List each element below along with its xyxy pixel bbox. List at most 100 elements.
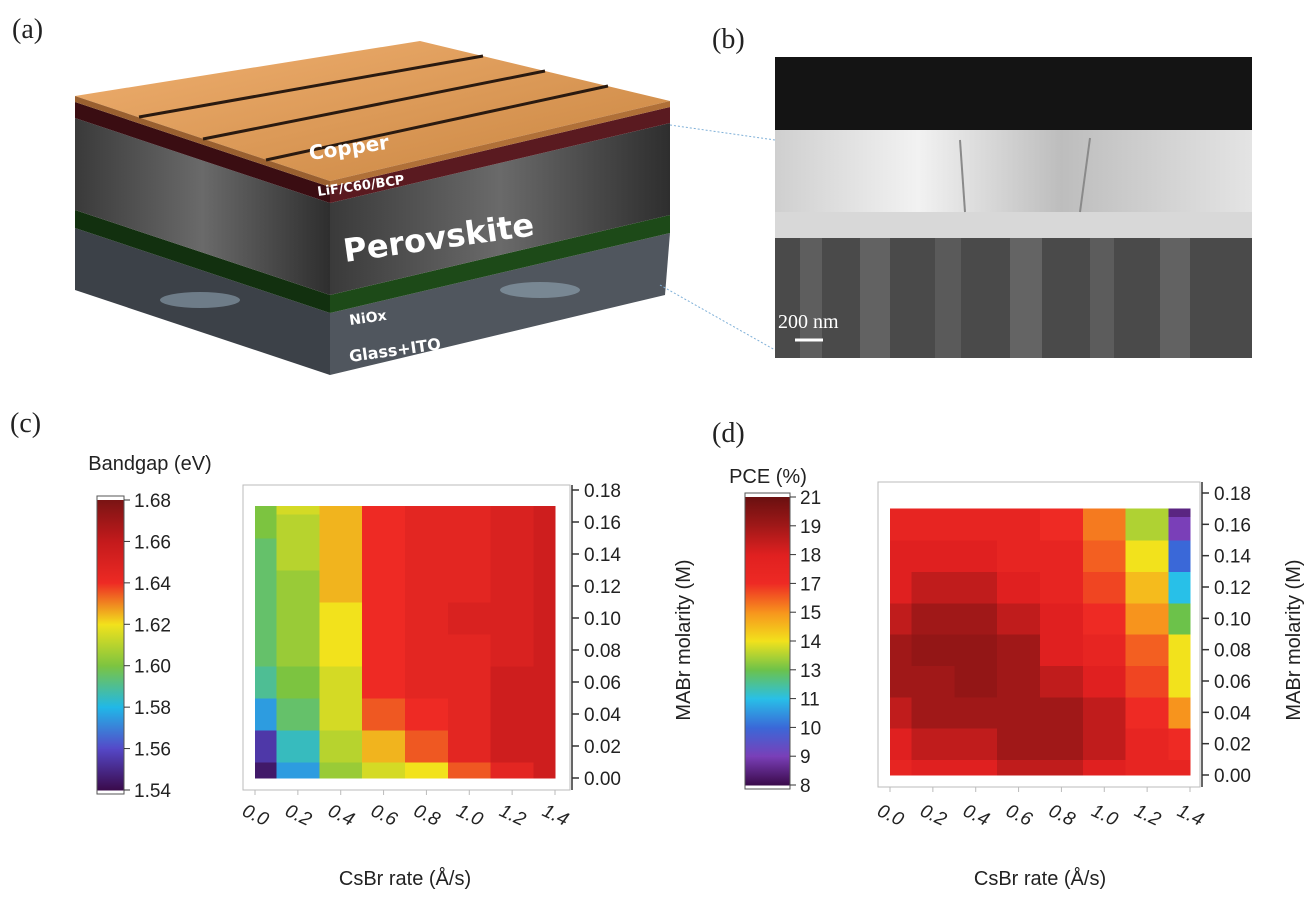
heatmap-cell xyxy=(911,696,955,729)
heatmap-cell xyxy=(255,506,278,515)
y-tick-label: 0.04 xyxy=(1214,703,1251,724)
heatmap-cell xyxy=(1040,696,1084,729)
heatmap-cell xyxy=(533,666,556,699)
heatmap-cell xyxy=(490,730,535,763)
heatmap-cell xyxy=(276,730,320,763)
heatmap-cell xyxy=(405,538,449,571)
y-tick-label: 0.10 xyxy=(1214,609,1251,630)
heatmap-cell xyxy=(362,506,406,515)
heatmap-cell xyxy=(276,762,320,779)
heatmap-cell xyxy=(276,666,320,699)
y-tick-label: 0.18 xyxy=(1214,484,1251,505)
heatmap-cell xyxy=(954,516,998,541)
x-tick-label: 1.0 xyxy=(453,800,486,830)
colorbar-tick-label: 1.54 xyxy=(134,781,171,802)
colorbar-segment xyxy=(745,727,790,757)
x-tick-label: 0.0 xyxy=(874,800,907,830)
colorbar-segment xyxy=(745,669,790,700)
y-tick-label: 0.02 xyxy=(1214,735,1251,756)
heatmap-cell xyxy=(1125,602,1170,635)
y-tick-label: 0.16 xyxy=(584,513,621,534)
heatmap-cell xyxy=(319,602,363,635)
heatmap-cell xyxy=(276,506,320,515)
heatmap-cell xyxy=(276,602,320,635)
heatmap-cell xyxy=(490,602,535,635)
heatmap-cell xyxy=(405,762,449,779)
heatmap-cell xyxy=(276,514,320,539)
heatmap-cell xyxy=(1040,508,1084,518)
y-tick-label: 0.02 xyxy=(584,737,621,758)
heatmap-cell xyxy=(1125,728,1170,760)
heatmap-cell xyxy=(1168,728,1191,760)
heatmap-cell xyxy=(447,538,492,571)
heatmap-cell xyxy=(997,516,1041,541)
colorbar-tick-label: 18 xyxy=(800,546,821,567)
heatmap-cell xyxy=(911,602,955,635)
heatmap-cell xyxy=(490,506,535,515)
heatmap-cell xyxy=(362,514,406,539)
x-tick-label: 1.4 xyxy=(1174,800,1207,830)
colorbar-segment xyxy=(745,612,790,642)
heatmap-cell xyxy=(1125,516,1170,541)
colorbar-segment xyxy=(97,665,124,708)
heatmap-cell xyxy=(319,762,363,779)
y-axis-title: MABr molarity (M) xyxy=(1283,559,1305,720)
colorbar-tick-label: 21 xyxy=(800,488,821,509)
y-tick-label: 0.08 xyxy=(1214,641,1251,662)
heatmap-cell xyxy=(319,570,363,603)
heatmap-cell xyxy=(362,570,406,603)
layer-label: NiOx xyxy=(348,308,387,329)
heatmap-cell xyxy=(447,506,492,515)
colorbar-tick-label: 15 xyxy=(800,603,821,624)
y-tick-label: 0.16 xyxy=(1214,515,1251,536)
heatmap-cell xyxy=(911,634,955,666)
heatmap-cell xyxy=(890,728,913,760)
colorbar-tick-label: 11 xyxy=(800,690,820,711)
heatmap-cell xyxy=(447,602,492,635)
colorbar-segment xyxy=(745,525,790,556)
heatmap-cell xyxy=(954,728,998,760)
heatmap-cell xyxy=(1082,571,1127,604)
y-tick-label: 0.00 xyxy=(584,769,621,790)
x-tick-label: 0.6 xyxy=(1002,800,1035,830)
x-tick-label: 0.2 xyxy=(917,800,950,830)
y-tick-label: 0.00 xyxy=(1214,766,1251,787)
heatmap-cell xyxy=(997,696,1041,729)
heatmap-cell xyxy=(1082,665,1127,698)
heatmap-cell xyxy=(1168,516,1191,541)
heatmap-cell xyxy=(447,762,492,779)
colorbar-segment xyxy=(745,583,790,613)
y-tick-label: 0.14 xyxy=(584,545,621,566)
heatmap-cell xyxy=(405,602,449,635)
heatmap-cell xyxy=(1082,696,1127,729)
colorbar-segment xyxy=(97,624,124,667)
x-tick-label: 1.2 xyxy=(496,800,529,830)
sem-image: 200 nm xyxy=(659,57,1252,358)
heatmap-cell xyxy=(1040,634,1084,666)
heatmap-cell xyxy=(1082,508,1127,518)
heatmap-cell xyxy=(997,665,1041,698)
heatmap-cell xyxy=(954,665,998,698)
heatmap-cell xyxy=(1168,602,1191,635)
heatmap-cell xyxy=(276,538,320,571)
colorbar-tick-label: 1.64 xyxy=(134,574,171,595)
heatmap-cell xyxy=(362,634,406,667)
heatmap-cell xyxy=(362,698,406,731)
colorbar-tick-label: 1.58 xyxy=(134,698,171,719)
heatmap-cell xyxy=(255,570,278,603)
scale-bar-label: 200 nm xyxy=(778,311,839,333)
heatmap-cell xyxy=(954,602,998,635)
panel-label: (c) xyxy=(10,408,41,439)
heatmap-cell xyxy=(319,506,363,515)
heatmap-cell xyxy=(1040,665,1084,698)
heatmap-cell xyxy=(490,634,535,667)
y-tick-label: 0.04 xyxy=(584,705,621,726)
heatmap-cell xyxy=(405,730,449,763)
heatmap-cell xyxy=(255,762,278,779)
heatmap-cell xyxy=(911,571,955,604)
heatmap-cell xyxy=(319,514,363,539)
heatmap-cell xyxy=(1082,759,1127,776)
colorbar-segment xyxy=(745,641,790,671)
colorbar-tick-label: 1.60 xyxy=(134,657,171,678)
heatmap-cell xyxy=(255,698,278,731)
